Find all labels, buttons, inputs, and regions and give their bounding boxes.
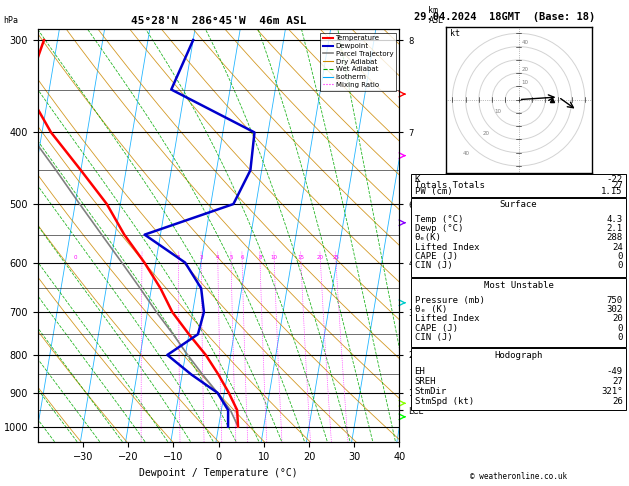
Y-axis label: Mixing Ratio (g/kg): Mixing Ratio (g/kg) <box>426 192 435 279</box>
Text: 20: 20 <box>612 314 623 323</box>
Text: 24: 24 <box>612 243 623 252</box>
Text: 302: 302 <box>606 305 623 314</box>
Text: -22: -22 <box>606 175 623 184</box>
Text: 1.15: 1.15 <box>601 187 623 196</box>
Text: 4: 4 <box>216 255 220 260</box>
Text: 20: 20 <box>521 67 528 72</box>
Text: 4.3: 4.3 <box>606 215 623 224</box>
Text: SREH: SREH <box>415 377 436 386</box>
Text: K: K <box>415 175 420 184</box>
Text: 0: 0 <box>74 255 77 260</box>
Text: km
ASL: km ASL <box>428 6 443 25</box>
Text: Lifted Index: Lifted Index <box>415 314 479 323</box>
Text: 20: 20 <box>317 255 324 260</box>
Text: Dewp (°C): Dewp (°C) <box>415 224 463 233</box>
Text: Totals Totals: Totals Totals <box>415 181 484 190</box>
Text: 0: 0 <box>617 324 623 333</box>
Text: 288: 288 <box>606 233 623 243</box>
Text: 27: 27 <box>612 377 623 386</box>
Text: 8: 8 <box>258 255 262 260</box>
Text: Pressure (mb): Pressure (mb) <box>415 295 484 305</box>
Text: 6: 6 <box>240 255 244 260</box>
Text: 0: 0 <box>617 333 623 342</box>
Text: 10: 10 <box>270 255 277 260</box>
Text: 25: 25 <box>332 255 339 260</box>
Text: 15: 15 <box>298 255 304 260</box>
Text: CAPE (J): CAPE (J) <box>415 252 457 261</box>
Text: 5: 5 <box>229 255 233 260</box>
Text: EH: EH <box>415 367 425 376</box>
Text: StmDir: StmDir <box>415 387 447 396</box>
Text: 20: 20 <box>483 131 490 137</box>
Text: θₑ(K): θₑ(K) <box>415 233 442 243</box>
Text: 2.1: 2.1 <box>606 224 623 233</box>
Text: © weatheronline.co.uk: © weatheronline.co.uk <box>470 472 567 481</box>
Text: 3: 3 <box>199 255 203 260</box>
Text: Hodograph: Hodograph <box>494 351 543 361</box>
Text: 10: 10 <box>521 80 528 85</box>
Text: 0: 0 <box>617 261 623 270</box>
Text: Lifted Index: Lifted Index <box>415 243 479 252</box>
Text: kt: kt <box>450 29 460 38</box>
Text: 29.04.2024  18GMT  (Base: 18): 29.04.2024 18GMT (Base: 18) <box>414 12 595 22</box>
Text: CIN (J): CIN (J) <box>415 333 452 342</box>
Text: Most Unstable: Most Unstable <box>484 280 554 290</box>
Text: 321°: 321° <box>601 387 623 396</box>
Text: StmSpd (kt): StmSpd (kt) <box>415 397 474 405</box>
Text: CAPE (J): CAPE (J) <box>415 324 457 333</box>
Text: Temp (°C): Temp (°C) <box>415 215 463 224</box>
Text: 40: 40 <box>521 40 528 45</box>
Text: -49: -49 <box>606 367 623 376</box>
Legend: Temperature, Dewpoint, Parcel Trajectory, Dry Adiabat, Wet Adiabat, Isotherm, Mi: Temperature, Dewpoint, Parcel Trajectory… <box>320 33 396 90</box>
Text: θₑ (K): θₑ (K) <box>415 305 447 314</box>
Text: 2: 2 <box>177 255 181 260</box>
Text: Surface: Surface <box>500 200 537 209</box>
X-axis label: Dewpoint / Temperature (°C): Dewpoint / Temperature (°C) <box>139 468 298 478</box>
Text: 27: 27 <box>612 181 623 190</box>
Text: 750: 750 <box>606 295 623 305</box>
Title: 45°28'N  286°45'W  46m ASL: 45°28'N 286°45'W 46m ASL <box>131 16 306 26</box>
Text: 26: 26 <box>612 397 623 405</box>
Text: 40: 40 <box>463 151 470 156</box>
Text: 0: 0 <box>617 252 623 261</box>
Text: PW (cm): PW (cm) <box>415 187 452 196</box>
Text: hPa: hPa <box>3 16 18 25</box>
Text: CIN (J): CIN (J) <box>415 261 452 270</box>
Text: 10: 10 <box>495 109 502 114</box>
